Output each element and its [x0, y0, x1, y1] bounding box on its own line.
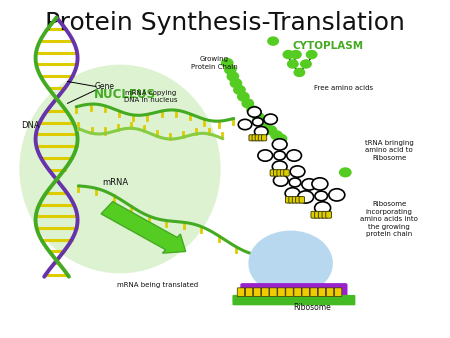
Circle shape	[298, 191, 314, 203]
Text: Ribosome: Ribosome	[293, 303, 331, 312]
Text: mRNA being translated: mRNA being translated	[117, 282, 198, 288]
Circle shape	[288, 60, 298, 68]
Circle shape	[315, 191, 328, 201]
Circle shape	[274, 151, 285, 160]
Circle shape	[258, 150, 273, 161]
FancyBboxPatch shape	[322, 211, 328, 218]
Circle shape	[221, 58, 233, 67]
Circle shape	[259, 119, 270, 128]
Text: CYTOPLASM: CYTOPLASM	[292, 41, 363, 51]
FancyBboxPatch shape	[237, 288, 245, 296]
Circle shape	[315, 202, 331, 214]
Text: NUCLEUS: NUCLEUS	[94, 89, 155, 101]
Ellipse shape	[19, 65, 220, 273]
Circle shape	[247, 106, 258, 115]
Circle shape	[227, 72, 238, 81]
FancyBboxPatch shape	[255, 135, 261, 141]
FancyBboxPatch shape	[326, 211, 332, 218]
Text: mRNA copying
DNA in nucleus: mRNA copying DNA in nucleus	[124, 90, 177, 103]
FancyBboxPatch shape	[292, 197, 298, 203]
Text: Protein Synthesis-Translation: Protein Synthesis-Translation	[45, 11, 405, 35]
Circle shape	[274, 175, 288, 186]
FancyBboxPatch shape	[296, 197, 301, 203]
Circle shape	[275, 134, 287, 143]
Circle shape	[301, 60, 311, 68]
Circle shape	[287, 150, 302, 161]
FancyBboxPatch shape	[274, 170, 279, 176]
Circle shape	[340, 168, 351, 177]
Circle shape	[249, 231, 332, 295]
Circle shape	[294, 68, 305, 76]
Circle shape	[230, 79, 242, 88]
Circle shape	[291, 50, 301, 58]
Text: Gene: Gene	[94, 82, 115, 91]
Circle shape	[252, 118, 263, 126]
FancyBboxPatch shape	[277, 170, 283, 176]
FancyBboxPatch shape	[245, 288, 253, 296]
FancyBboxPatch shape	[280, 170, 286, 176]
Circle shape	[283, 50, 294, 58]
FancyBboxPatch shape	[318, 211, 324, 218]
FancyBboxPatch shape	[249, 135, 254, 141]
FancyBboxPatch shape	[252, 135, 257, 141]
Circle shape	[290, 166, 305, 177]
Circle shape	[238, 92, 249, 101]
Circle shape	[312, 178, 328, 190]
Text: Ribosome
incorporating
amino acids into
the growing
protein chain: Ribosome incorporating amino acids into …	[360, 201, 418, 238]
Circle shape	[248, 107, 261, 117]
FancyBboxPatch shape	[311, 211, 317, 218]
Text: mRNA: mRNA	[103, 178, 129, 187]
FancyBboxPatch shape	[334, 288, 342, 296]
Circle shape	[302, 179, 316, 190]
Circle shape	[265, 126, 277, 135]
Circle shape	[242, 99, 253, 108]
FancyBboxPatch shape	[326, 288, 334, 296]
FancyBboxPatch shape	[278, 288, 285, 296]
FancyBboxPatch shape	[318, 288, 326, 296]
Circle shape	[268, 37, 279, 45]
FancyBboxPatch shape	[285, 197, 291, 203]
FancyBboxPatch shape	[289, 197, 294, 203]
Text: tRNA bringing
amino acid to
Ribosome: tRNA bringing amino acid to Ribosome	[364, 140, 414, 161]
FancyBboxPatch shape	[270, 288, 277, 296]
Circle shape	[306, 50, 317, 58]
Circle shape	[329, 189, 345, 201]
Circle shape	[255, 126, 268, 137]
Text: Free amino acids: Free amino acids	[314, 85, 373, 91]
FancyBboxPatch shape	[261, 288, 269, 296]
FancyBboxPatch shape	[261, 135, 267, 141]
FancyBboxPatch shape	[270, 170, 275, 176]
FancyBboxPatch shape	[240, 283, 347, 299]
Circle shape	[252, 113, 264, 121]
FancyBboxPatch shape	[310, 288, 318, 296]
Circle shape	[271, 131, 282, 140]
FancyBboxPatch shape	[302, 288, 310, 296]
Circle shape	[272, 161, 287, 172]
Circle shape	[285, 188, 300, 199]
FancyBboxPatch shape	[233, 295, 356, 305]
Circle shape	[225, 65, 236, 74]
Circle shape	[272, 139, 287, 150]
FancyBboxPatch shape	[315, 211, 320, 218]
FancyBboxPatch shape	[299, 197, 305, 203]
FancyBboxPatch shape	[284, 170, 289, 176]
Text: Growing
Protein Chain: Growing Protein Chain	[191, 56, 238, 70]
FancyArrow shape	[101, 201, 186, 253]
FancyBboxPatch shape	[253, 288, 261, 296]
Circle shape	[264, 114, 277, 124]
FancyBboxPatch shape	[286, 288, 293, 296]
Circle shape	[238, 119, 252, 130]
Text: DNA: DNA	[21, 121, 40, 130]
Circle shape	[234, 86, 245, 94]
Circle shape	[289, 178, 301, 187]
FancyBboxPatch shape	[294, 288, 302, 296]
FancyBboxPatch shape	[258, 135, 264, 141]
